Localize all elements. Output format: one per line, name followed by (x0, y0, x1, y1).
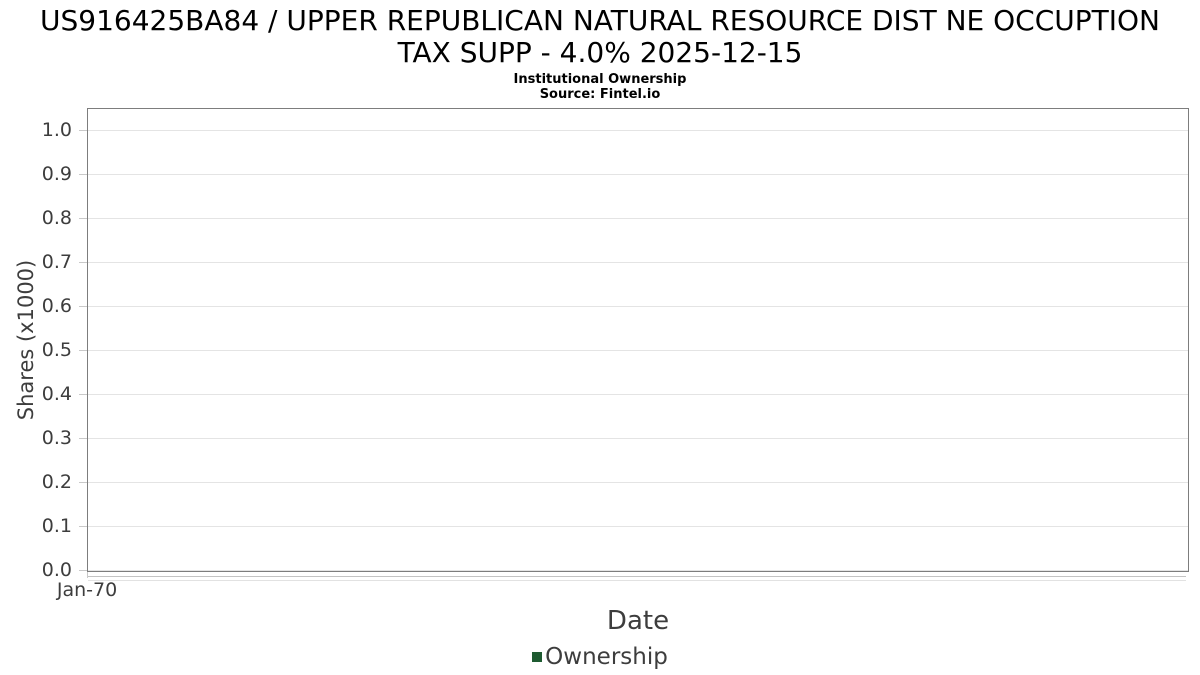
y-axis-tick (79, 526, 87, 527)
y-tick-label: 0.4 (41, 383, 72, 405)
x-axis-title: Date (606, 606, 670, 636)
y-tick-label: 1.0 (41, 119, 72, 141)
y-tick-label: 0.5 (41, 339, 72, 361)
x-axis-baseline (88, 576, 1186, 577)
y-tick-label: 0.0 (41, 559, 72, 581)
y-tick-label: 0.7 (41, 251, 72, 273)
y-tick-label: 0.9 (41, 163, 72, 185)
chart-title-line1: US916425BA84 / UPPER REPUBLICAN NATURAL … (40, 4, 1160, 37)
chart-subtitle: Institutional Ownership (513, 72, 687, 87)
legend-item-label: Ownership (545, 644, 668, 670)
y-gridline (88, 306, 1188, 307)
chart-header: US916425BA84 / UPPER REPUBLICAN NATURAL … (0, 4, 1200, 103)
y-axis-tick (79, 350, 87, 351)
y-tick-label: 0.2 (41, 471, 72, 493)
y-gridline (88, 218, 1188, 219)
x-tick-label: Jan-70 (56, 579, 118, 601)
y-gridline (88, 130, 1188, 131)
y-gridline (88, 262, 1188, 263)
chart-title-line2: TAX SUPP - 4.0% 2025-12-15 (397, 36, 803, 69)
y-axis-tick (79, 306, 87, 307)
y-axis-tick (79, 262, 87, 263)
y-gridline (88, 526, 1188, 527)
y-axis-tick (79, 218, 87, 219)
y-tick-label: 0.3 (41, 427, 72, 449)
y-tick-label: 0.8 (41, 207, 72, 229)
y-gridline (88, 394, 1188, 395)
y-axis-tick (79, 394, 87, 395)
y-axis-tick (79, 174, 87, 175)
chart-source: Source: Fintel.io (539, 87, 661, 102)
y-gridline (88, 570, 1188, 571)
y-axis-tick (79, 482, 87, 483)
y-gridline (88, 174, 1188, 175)
ownership-series-swatch-icon (532, 652, 543, 662)
y-axis-tick (79, 570, 87, 571)
y-axis-tick (79, 438, 87, 439)
y-tick-label: 0.6 (41, 295, 72, 317)
y-gridline (88, 438, 1188, 439)
y-axis-tick (79, 130, 87, 131)
y-tick-label: 0.1 (41, 515, 72, 537)
x-axis-tick (87, 572, 88, 578)
chart-legend: Ownership (0, 644, 1200, 670)
x-axis-baseline-shadow (88, 580, 1186, 581)
plot-area (87, 108, 1189, 572)
y-gridline (88, 482, 1188, 483)
y-gridline (88, 350, 1188, 351)
legend-item-ownership[interactable]: Ownership (532, 644, 668, 670)
